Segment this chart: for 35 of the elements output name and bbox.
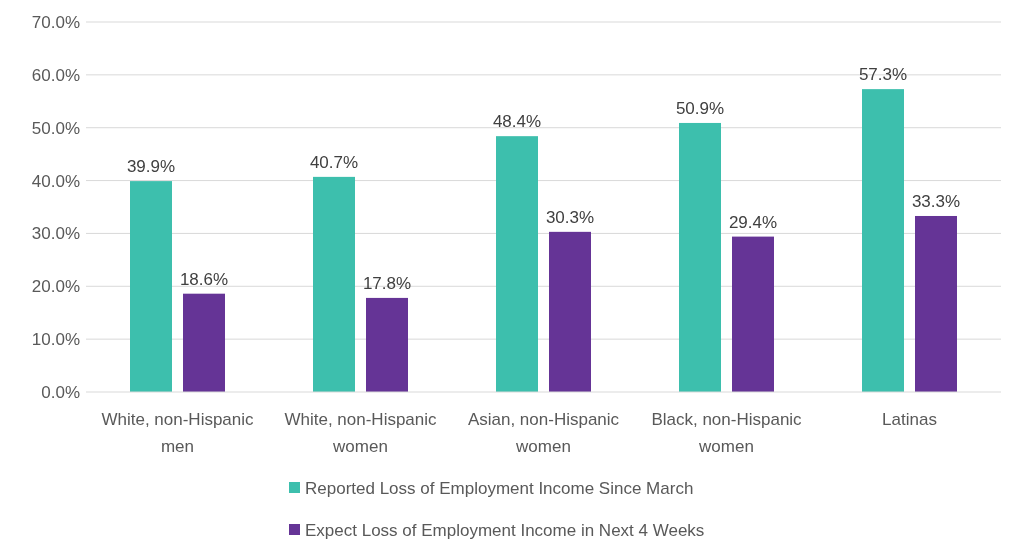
y-tick-label: 20.0%: [31, 277, 80, 297]
data-label: 39.9%: [126, 157, 176, 177]
y-tick-label: 40.0%: [31, 171, 80, 191]
bar: [183, 293, 225, 392]
x-tick-label: Latinas: [882, 410, 937, 429]
bar: [915, 215, 957, 392]
y-tick-label: 0.0%: [41, 382, 80, 402]
y-tick-label: 60.0%: [31, 65, 80, 85]
bar: [862, 89, 904, 392]
x-tick-label: Asian, non-Hispanic women: [467, 410, 620, 456]
data-label: 18.6%: [179, 269, 229, 289]
data-label: 57.3%: [858, 65, 908, 85]
y-tick-label: 10.0%: [31, 330, 80, 350]
y-tick-label: 70.0%: [31, 12, 80, 32]
y-tick-label: 50.0%: [31, 118, 80, 138]
bar: [732, 236, 774, 392]
bar: [679, 122, 721, 392]
bar: [496, 136, 538, 392]
bar: [549, 231, 591, 392]
bar: [313, 176, 355, 392]
data-label: 29.4%: [728, 212, 778, 232]
data-label: 48.4%: [492, 112, 542, 132]
x-tick-label: White, non-Hispanic women: [284, 410, 438, 456]
y-tick-label: 30.0%: [31, 224, 80, 244]
data-label: 33.3%: [911, 191, 961, 211]
data-label: 17.8%: [362, 273, 412, 293]
x-tick-label: White, non-Hispanic men: [101, 410, 255, 456]
data-label: 30.3%: [545, 207, 595, 227]
legend-label: Reported Loss of Employment Income Since March: [305, 478, 694, 498]
data-label: 50.9%: [675, 98, 725, 118]
bar: [130, 181, 172, 392]
legend-label: Expect Loss of Employment Income in Next 4 Weeks: [305, 520, 705, 540]
x-tick-label: Black, non-Hispanic women: [651, 410, 803, 456]
data-label: 40.7%: [309, 152, 359, 172]
bar: [366, 297, 408, 392]
